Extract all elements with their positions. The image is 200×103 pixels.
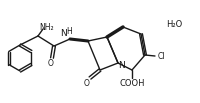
Text: COOH: COOH [119,78,144,88]
Text: O: O [48,60,54,68]
Text: O: O [84,80,89,88]
Text: H₂O: H₂O [165,19,181,29]
Text: N: N [60,29,67,39]
Text: H: H [66,26,72,36]
Text: Cl: Cl [157,52,165,60]
Text: NH₂: NH₂ [39,22,54,32]
Text: N: N [118,61,125,70]
